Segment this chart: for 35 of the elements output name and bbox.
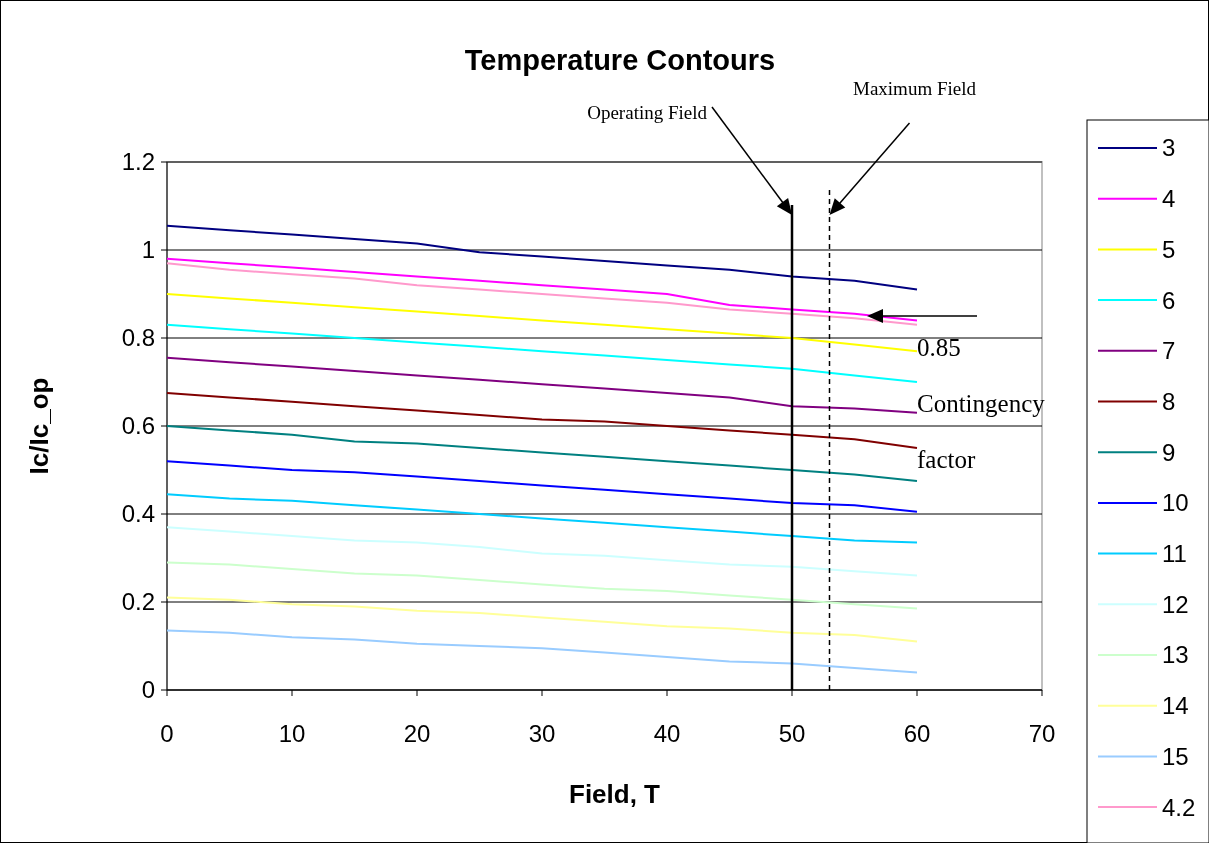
y-tick-label: 0.4 <box>121 500 155 528</box>
legend-label: 12 <box>1162 590 1189 618</box>
annotation: 0.85 Contingency factor <box>917 334 1046 473</box>
y-tick-label: 0.2 <box>121 588 155 616</box>
x-tick-label: 0 <box>160 720 174 747</box>
legend-label: 5 <box>1162 235 1176 263</box>
legend-label: 11 <box>1162 540 1187 567</box>
y-tick-label: 0.6 <box>121 412 155 440</box>
x-tick-label: 40 <box>653 720 681 747</box>
x-tick-label: 60 <box>903 720 931 747</box>
y-tick-label: 1 <box>141 236 155 264</box>
legend-label: 7 <box>1162 337 1176 365</box>
legend-label: 13 <box>1162 641 1189 669</box>
text: Maximum Field <box>853 78 977 99</box>
legend-label: 8 <box>1162 387 1176 415</box>
legend-label: 9 <box>1162 438 1176 466</box>
x-tick-label: 10 <box>278 720 306 747</box>
y-tick-label: 0.8 <box>121 324 155 352</box>
legend-label: 15 <box>1162 742 1189 770</box>
legend-label: 10 <box>1162 489 1189 517</box>
legend-label: 4.2 <box>1162 793 1196 821</box>
text: Operating Field <box>587 102 708 123</box>
y-axis-title: Ic/Ic_op <box>24 377 54 475</box>
y-tick-label: 1.2 <box>121 148 155 176</box>
legend-label: 4 <box>1162 185 1176 213</box>
chart-title: Temperature Contours <box>464 44 776 76</box>
x-axis-title: Field, T <box>569 779 661 809</box>
x-tick-label: 30 <box>528 720 556 747</box>
legend-label: 14 <box>1162 692 1189 720</box>
x-tick-label: 70 <box>1028 720 1056 747</box>
legend-label: 6 <box>1162 286 1176 314</box>
legend-label: 3 <box>1162 134 1176 162</box>
x-tick-label: 20 <box>403 720 431 747</box>
x-tick-label: 50 <box>778 720 806 747</box>
y-tick-label: 0 <box>141 676 155 704</box>
